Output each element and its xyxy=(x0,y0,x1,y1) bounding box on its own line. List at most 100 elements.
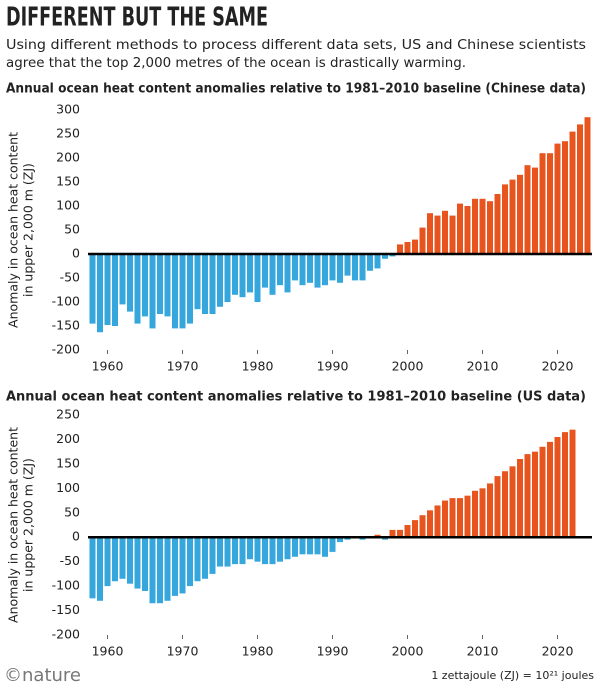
bar xyxy=(179,537,186,594)
y-tick-label: -100 xyxy=(52,294,80,309)
bar xyxy=(479,488,486,538)
bar xyxy=(337,537,343,543)
x-tick-label: 2010 xyxy=(467,644,499,659)
y-tick-label: 250 xyxy=(56,126,80,141)
bar xyxy=(464,495,471,538)
bar xyxy=(202,537,208,579)
bar xyxy=(232,537,238,565)
bar xyxy=(164,537,171,601)
bar xyxy=(584,117,591,254)
bar xyxy=(404,525,411,538)
bar xyxy=(502,471,508,538)
x-tick-label: 1990 xyxy=(317,644,349,659)
bar xyxy=(479,198,486,254)
bar xyxy=(164,254,171,317)
y-tick-label: 200 xyxy=(56,431,80,446)
logo: ©nature xyxy=(4,665,81,686)
y-tick-label: -50 xyxy=(60,270,80,285)
bar xyxy=(247,254,253,293)
bar xyxy=(202,254,208,314)
bar xyxy=(97,254,103,333)
bar xyxy=(239,537,246,565)
bar xyxy=(562,432,568,538)
bar xyxy=(472,198,478,254)
bar xyxy=(569,429,576,538)
bar xyxy=(262,254,268,288)
bar xyxy=(442,500,448,538)
y-tick-label: 100 xyxy=(56,480,80,495)
y-tick-label: -150 xyxy=(52,602,80,617)
bar xyxy=(419,515,426,538)
bar xyxy=(119,254,126,305)
bar xyxy=(487,483,493,538)
bar xyxy=(517,174,523,254)
bar xyxy=(577,124,583,255)
bar xyxy=(329,537,336,552)
x-tick-label: 1970 xyxy=(167,359,199,374)
bar xyxy=(547,441,553,538)
bar xyxy=(554,437,561,538)
y-axis-label: in upper 2,000 m (ZJ) xyxy=(21,458,36,592)
bar xyxy=(562,141,568,254)
bar xyxy=(292,254,298,281)
bar xyxy=(494,194,501,254)
subtitle: Using different methods to process diffe… xyxy=(6,37,586,53)
bar xyxy=(254,254,261,302)
bar xyxy=(149,254,156,329)
bar xyxy=(337,254,343,283)
x-tick-label: 1990 xyxy=(317,359,349,374)
bar xyxy=(367,254,373,271)
bar xyxy=(457,498,463,538)
bar xyxy=(299,254,306,286)
bar xyxy=(314,537,321,555)
bar xyxy=(397,244,403,254)
x-tick-label: 2020 xyxy=(542,644,574,659)
bar xyxy=(209,537,216,574)
bar xyxy=(209,254,216,314)
y-tick-label: -200 xyxy=(52,342,80,357)
bar xyxy=(307,537,313,555)
y-tick-label: 250 xyxy=(56,407,80,422)
bar xyxy=(532,167,538,254)
bar xyxy=(194,537,201,582)
bar xyxy=(449,498,456,538)
bar xyxy=(322,537,328,557)
bar xyxy=(127,254,133,312)
bar xyxy=(382,254,388,259)
bar xyxy=(359,254,366,281)
x-tick-label: 2000 xyxy=(392,644,424,659)
bar xyxy=(524,165,531,254)
y-tick-label: 0 xyxy=(72,529,80,544)
bar xyxy=(217,537,223,567)
y-tick-label: 50 xyxy=(64,222,80,237)
bar xyxy=(134,254,141,324)
bar xyxy=(157,537,163,604)
bar xyxy=(434,215,441,254)
bar xyxy=(277,254,283,286)
bar xyxy=(187,537,193,587)
main-title: DIFFERENT BUT THE SAME xyxy=(6,3,268,33)
bar xyxy=(89,254,96,324)
bar xyxy=(464,206,471,254)
y-axis-label: Anomaly in ocean heat content xyxy=(6,132,21,328)
y-tick-label: 0 xyxy=(72,246,80,261)
bar xyxy=(547,153,553,254)
bar xyxy=(487,201,493,254)
bar xyxy=(149,537,156,604)
bar xyxy=(434,505,441,538)
bar xyxy=(344,254,351,276)
bar xyxy=(224,254,231,302)
bar xyxy=(194,254,201,310)
bar xyxy=(247,537,253,560)
bar xyxy=(142,537,148,591)
bar xyxy=(314,254,321,288)
bar xyxy=(419,227,426,254)
bar xyxy=(539,446,546,538)
bar xyxy=(104,537,111,587)
bar xyxy=(104,254,111,326)
bar xyxy=(157,254,163,314)
bar xyxy=(449,215,456,254)
bar xyxy=(112,254,118,326)
x-tick-label: 2020 xyxy=(542,359,574,374)
